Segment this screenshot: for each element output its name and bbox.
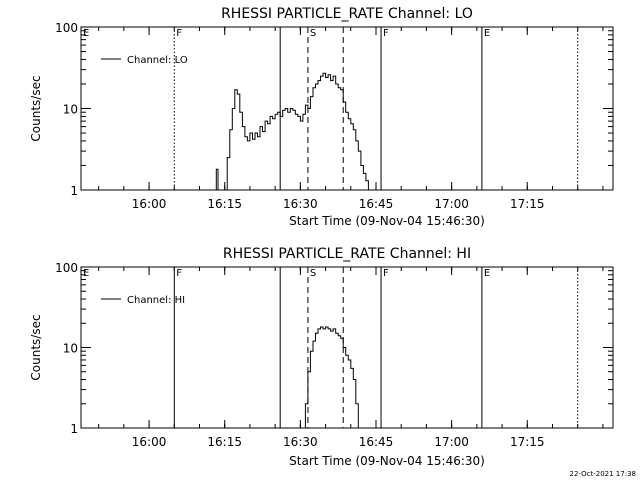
chart-panel-hi: RHESSI PARTICLE_RATE Channel: HI 1 10 100 16…	[29, 246, 614, 468]
x-tick-label: 17:00	[434, 197, 469, 211]
y-axis-label: Counts/sec	[29, 314, 43, 380]
annotation-label: F	[176, 28, 182, 39]
annotation-label: F	[383, 28, 389, 39]
x-tick-label: 16:00	[132, 197, 167, 211]
x-tick-label: 16:15	[207, 197, 242, 211]
x-axis-label: Start Time (09-Nov-04 15:46:30)	[289, 214, 485, 228]
annotation-label: E	[83, 28, 89, 39]
y-tick-label: 10	[63, 103, 78, 117]
y-tick-label: 100	[55, 261, 78, 275]
footer-stamp: 22-Oct-2021 17:38	[570, 470, 636, 478]
annotation-label: F	[176, 268, 182, 279]
legend-entry: Channel: HI	[127, 295, 185, 306]
y-tick-label: 10	[63, 342, 78, 356]
x-tick-label: 16:00	[132, 435, 167, 449]
x-tick-label: 17:00	[434, 435, 469, 449]
x-tick-label: 17:15	[510, 197, 545, 211]
x-tick-label: 17:15	[510, 435, 545, 449]
legend-entry: Channel: LO	[127, 55, 188, 66]
annotation-label: F	[383, 268, 389, 279]
annotation-label: E	[484, 28, 490, 39]
y-axis-label: Counts/sec	[29, 75, 43, 141]
y-tick-label: 1	[70, 184, 78, 198]
series-line	[302, 326, 359, 429]
y-tick-label: 100	[55, 21, 78, 35]
plot-frame	[80, 266, 614, 429]
annotation-label: E	[484, 268, 490, 279]
x-tick-label: 16:45	[359, 435, 394, 449]
series-line	[214, 72, 371, 191]
plot-frame	[80, 26, 614, 191]
annotation-label: E	[83, 268, 89, 279]
annotation-label: S	[310, 268, 316, 279]
chart-title: RHESSI PARTICLE_RATE Channel: LO	[221, 6, 473, 22]
chart-title: RHESSI PARTICLE_RATE Channel: HI	[223, 246, 471, 262]
annotation-label: S	[310, 28, 316, 39]
x-tick-label: 16:15	[207, 435, 242, 449]
x-axis-label: Start Time (09-Nov-04 15:46:30)	[289, 454, 485, 468]
x-tick-label: 16:45	[359, 197, 394, 211]
chart-panel-lo: RHESSI PARTICLE_RATE Channel: LO 1 10 100 16…	[29, 6, 614, 228]
x-tick-label: 16:30	[283, 435, 318, 449]
x-tick-label: 16:30	[283, 197, 318, 211]
y-tick-label: 1	[70, 422, 78, 436]
